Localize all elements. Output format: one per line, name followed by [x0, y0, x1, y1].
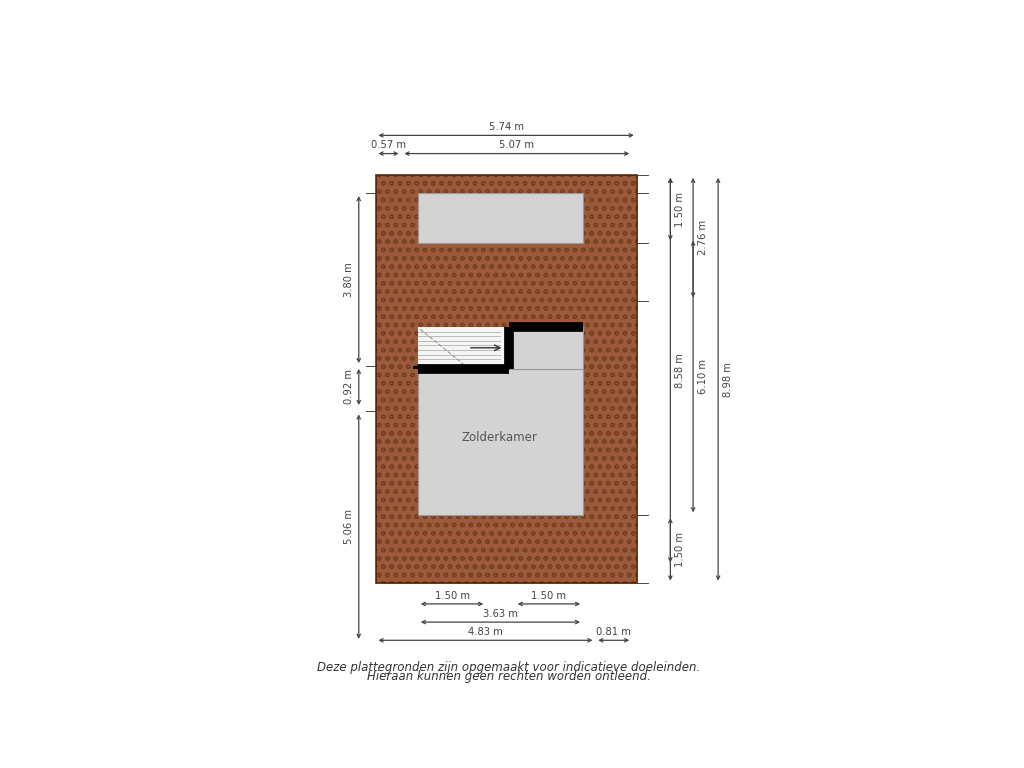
- Text: 8.98 m: 8.98 m: [723, 362, 733, 396]
- Text: 8.58 m: 8.58 m: [675, 353, 685, 388]
- Text: 6.10 m: 6.10 m: [697, 359, 708, 394]
- Text: 0.57 m: 0.57 m: [371, 141, 407, 151]
- Text: 5.06 m: 5.06 m: [344, 509, 354, 544]
- Text: 3.80 m: 3.80 m: [344, 262, 354, 297]
- Text: 0.81 m: 0.81 m: [596, 627, 631, 637]
- Bar: [376, 175, 637, 584]
- Text: 1.50 m: 1.50 m: [675, 531, 685, 567]
- Text: 3.63 m: 3.63 m: [483, 609, 518, 619]
- Text: Zolderkamer: Zolderkamer: [462, 432, 538, 445]
- Bar: [418, 327, 509, 369]
- Text: 2.76 m: 2.76 m: [697, 220, 708, 255]
- Text: 0.92 m: 0.92 m: [344, 369, 354, 405]
- Text: Hieraan kunnen geen rechten worden ontleend.: Hieraan kunnen geen rechten worden ontle…: [367, 670, 651, 684]
- Text: 1.50 m: 1.50 m: [675, 191, 685, 227]
- Bar: [376, 175, 637, 584]
- Text: 1.50 m: 1.50 m: [531, 591, 566, 601]
- Bar: [509, 327, 583, 369]
- Text: 4.83 m: 4.83 m: [468, 627, 503, 637]
- Text: 1.50 m: 1.50 m: [434, 591, 470, 601]
- Text: 5.07 m: 5.07 m: [500, 141, 535, 151]
- Bar: [418, 193, 583, 243]
- Bar: [418, 369, 583, 515]
- Text: 5.74 m: 5.74 m: [488, 122, 523, 132]
- Text: Deze plattegronden zijn opgemaakt voor indicatieve doeleinden.: Deze plattegronden zijn opgemaakt voor i…: [317, 661, 700, 674]
